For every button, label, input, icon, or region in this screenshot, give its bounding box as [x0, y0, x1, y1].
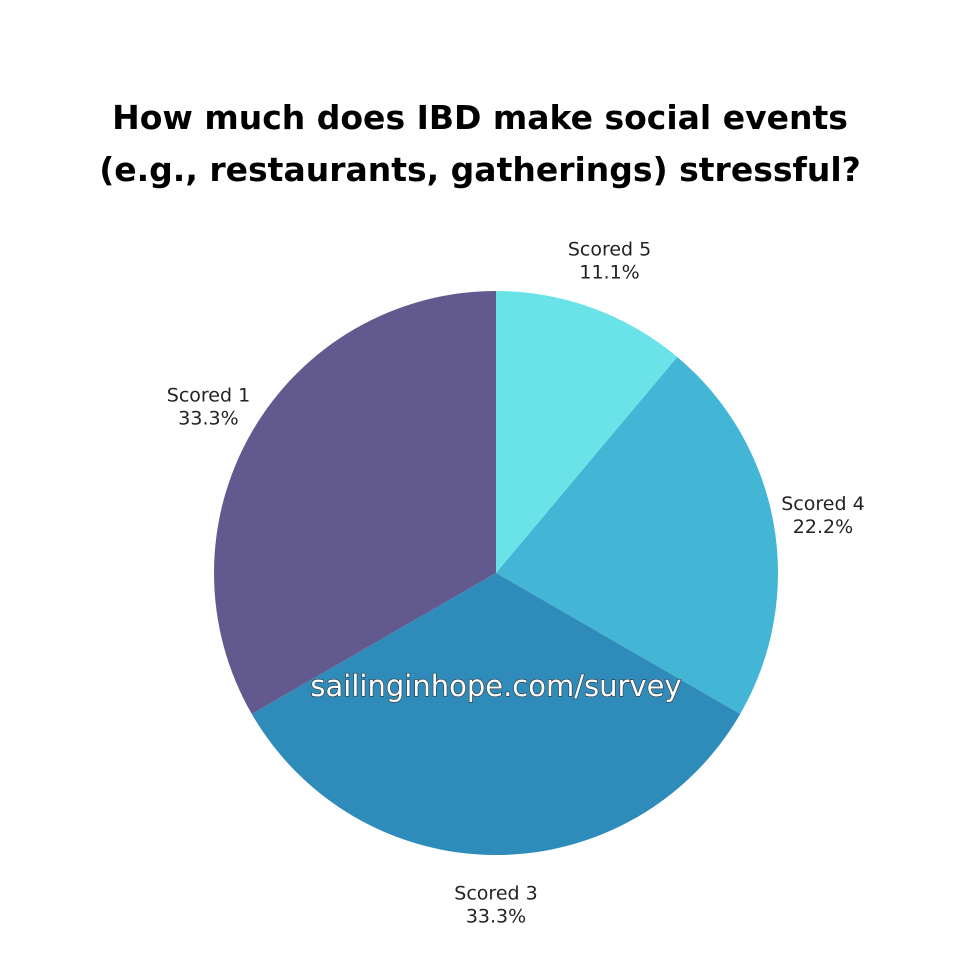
slice-label: Scored 4: [781, 493, 864, 515]
slice-value-label: 33.3%: [466, 906, 526, 928]
slice-label: Scored 1: [167, 385, 250, 407]
chart-title: How much does IBD make social events (e.…: [99, 98, 861, 189]
slice-value-label: 11.1%: [579, 262, 639, 284]
slice-value-label: 33.3%: [178, 408, 238, 430]
pie-slice: [251, 573, 741, 855]
slice-value-label: 22.2%: [793, 516, 853, 538]
watermark: sailinginhope.com/survey: [310, 669, 681, 703]
pie-slice: [214, 291, 496, 714]
pie-slice: [496, 291, 678, 573]
slice-label: Scored 3: [454, 883, 537, 905]
pie-slice: [496, 356, 778, 714]
slice-label: Scored 5: [568, 239, 651, 261]
